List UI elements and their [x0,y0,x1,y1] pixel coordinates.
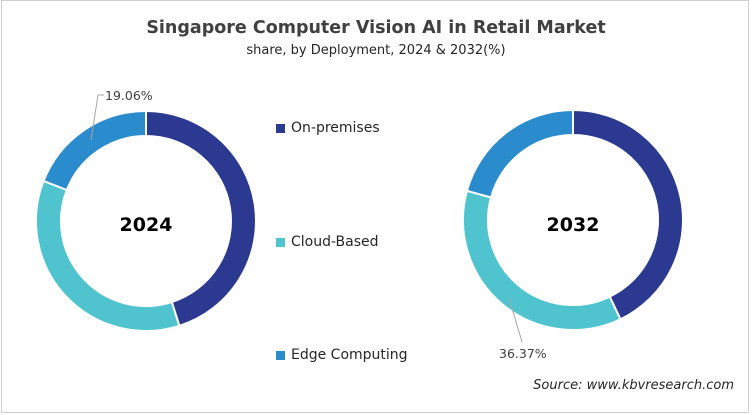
legend-label: Cloud-Based [291,234,379,250]
legend-label: Edge Computing [291,347,408,363]
data-label-2024-edge: 19.06% [105,88,153,103]
donut-slice-2024-cloud-based [35,179,181,332]
source-note: Source: www.kbvresearch.com [533,378,734,393]
legend-item-cloud-based: Cloud-Based [276,234,379,250]
leader-line-2024 [90,94,104,141]
center-label-2024: 2024 [120,214,173,236]
chart-title: Singapore Computer Vision AI in Retail M… [146,18,606,38]
center-label-2032: 2032 [547,214,600,236]
chart-subtitle: share, by Deployment, 2024 & 2032(%) [246,43,506,58]
legend-swatch [276,123,285,133]
donut-slice-2024-edge-computing [42,109,147,192]
donut-2032 [462,108,684,331]
legend-swatch [276,350,285,360]
data-label-2032-cloud: 36.37% [499,346,547,361]
donut-2024 [35,109,257,332]
legend-item-on-premises: On-premises [276,120,380,136]
legend-item-edge-computing: Edge Computing [276,347,408,363]
legend-label: On-premises [291,120,380,136]
donut-slice-2032-edge-computing [465,108,574,199]
donut-slice-2032-cloud-based [462,189,622,331]
legend-swatch [276,237,285,247]
leader-line-2032 [508,297,523,343]
